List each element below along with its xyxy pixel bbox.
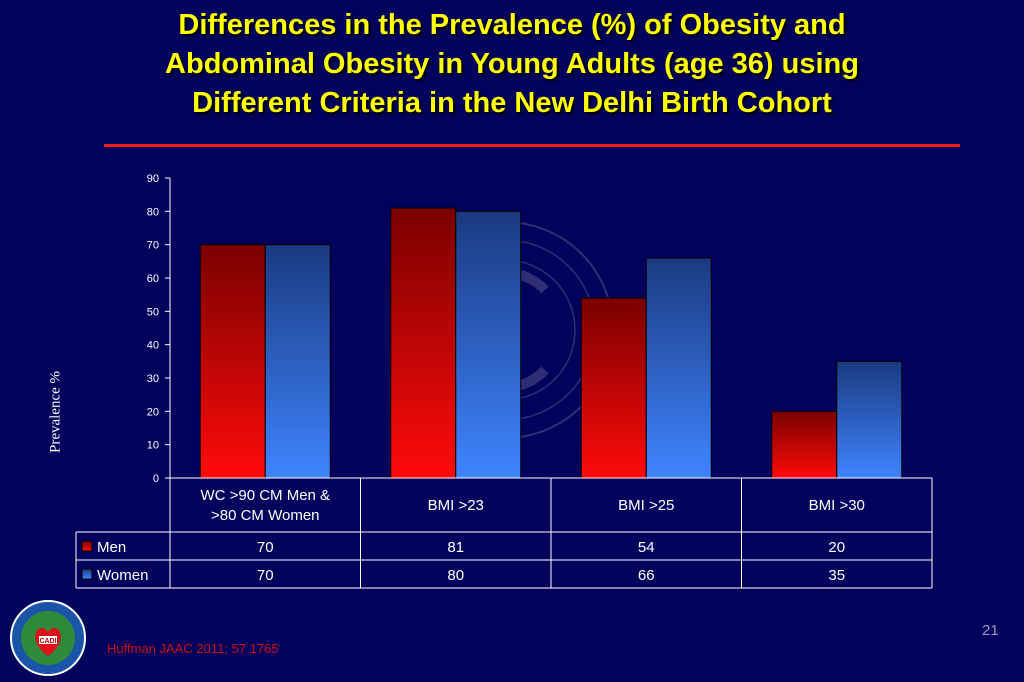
- slide-number: 21: [982, 622, 999, 639]
- y-tick-label-20: 20: [147, 406, 159, 418]
- y-tick-label-70: 70: [147, 240, 159, 252]
- title-line-2: Abdominal Obesity in Young Adults (age 3…: [165, 48, 859, 80]
- data-label-men-1: 70: [257, 539, 274, 556]
- y-tick-label-40: 40: [147, 340, 159, 352]
- y-tick-label-50: 50: [147, 306, 159, 318]
- y-tick-label-0: 0: [153, 473, 159, 485]
- data-label-women-1: 70: [257, 567, 274, 584]
- data-label-men-3: 54: [638, 539, 655, 556]
- y-tick-label-90: 90: [147, 173, 159, 185]
- bar-men-1: [199, 244, 266, 479]
- bar-women-4: [836, 360, 903, 479]
- y-tick-label-60: 60: [147, 273, 159, 285]
- bar-men-3: [580, 297, 647, 479]
- bar-men-4: [771, 410, 838, 479]
- bar-women-1: [264, 244, 331, 479]
- legend-key-women: [81, 568, 93, 580]
- title-line-3: Different Criteria in the New Delhi Birt…: [192, 87, 832, 119]
- data-label-women-3: 66: [638, 567, 655, 584]
- data-label-men-2: 81: [447, 539, 464, 556]
- category-label-4: BMI >30: [809, 497, 865, 514]
- svg-text:CADI: CADI: [39, 638, 56, 645]
- y-tick-label-80: 80: [147, 206, 159, 218]
- citation: Huffman JAAC 2011; 57 1765: [107, 641, 279, 656]
- title-divider: [104, 144, 960, 147]
- data-label-women-2: 80: [447, 567, 464, 584]
- data-label-women-4: 35: [828, 567, 845, 584]
- y-tick-label-10: 10: [147, 440, 159, 452]
- category-label-1: >80 CM Women: [211, 507, 320, 524]
- bar-men-2: [390, 207, 457, 479]
- bar-women-2: [455, 210, 522, 479]
- category-label-3: BMI >25: [618, 497, 674, 514]
- y-tick-label-30: 30: [147, 373, 159, 385]
- cadi-logo: CADI: [10, 600, 86, 676]
- title-line-1: Differences in the Prevalence (%) of Obe…: [178, 9, 846, 41]
- y-axis-label: Prevalence %: [47, 370, 64, 454]
- slide-title: Differences in the Prevalence (%) of Obe…: [40, 6, 984, 123]
- category-label-2: BMI >23: [428, 497, 484, 514]
- data-label-men-4: 20: [828, 539, 845, 556]
- bar-women-3: [645, 257, 712, 479]
- legend-key-men: [81, 540, 93, 552]
- legend-label-men: Men: [97, 539, 126, 556]
- category-label-1: WC >90 CM Men &: [200, 487, 330, 504]
- legend-label-women: Women: [97, 567, 148, 584]
